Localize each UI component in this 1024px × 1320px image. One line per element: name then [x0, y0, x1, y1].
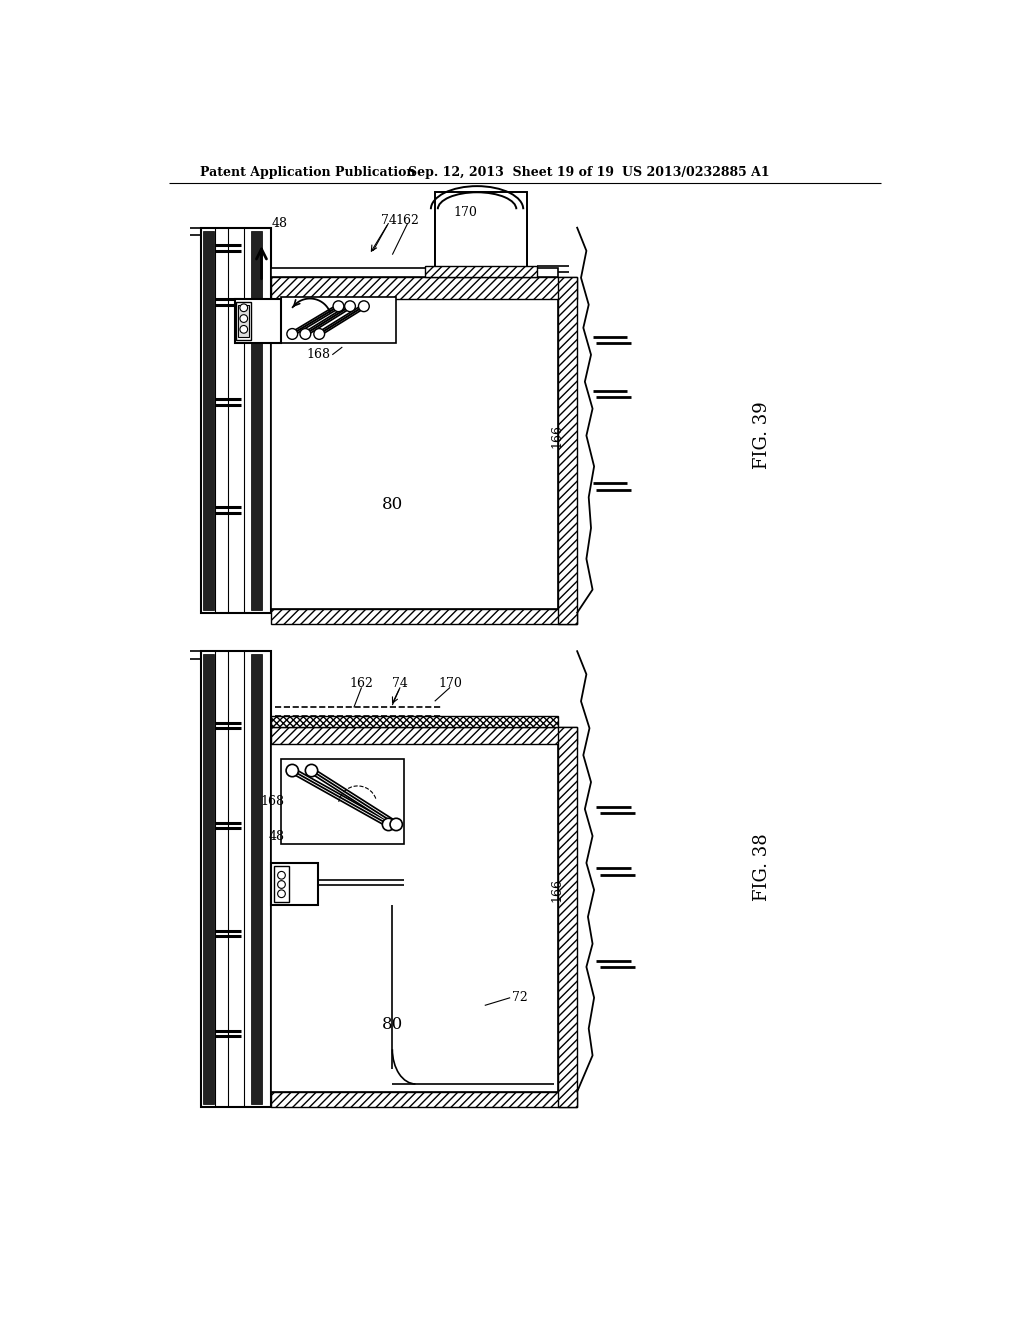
- Text: 166: 166: [550, 878, 563, 902]
- Text: Patent Application Publication: Patent Application Publication: [200, 166, 416, 178]
- Text: 74: 74: [392, 677, 408, 690]
- Bar: [281, 297, 396, 343]
- Bar: [558, 726, 578, 1107]
- Text: 80: 80: [382, 1016, 403, 1034]
- Circle shape: [300, 329, 310, 339]
- Text: 168: 168: [260, 795, 285, 808]
- Bar: [203, 655, 214, 1104]
- Bar: [252, 655, 262, 1104]
- Circle shape: [278, 871, 286, 879]
- Text: 48: 48: [268, 829, 285, 842]
- Text: 170: 170: [438, 677, 462, 690]
- Text: 80: 80: [382, 496, 403, 513]
- Circle shape: [313, 329, 325, 339]
- Text: 72: 72: [512, 991, 527, 1005]
- Bar: [271, 268, 558, 277]
- Circle shape: [390, 818, 402, 830]
- Bar: [435, 193, 527, 268]
- Bar: [271, 1092, 578, 1107]
- Text: US 2013/0232885 A1: US 2013/0232885 A1: [622, 166, 769, 178]
- Circle shape: [305, 764, 317, 776]
- Bar: [237, 302, 252, 341]
- Text: Sep. 12, 2013  Sheet 19 of 19: Sep. 12, 2013 Sheet 19 of 19: [408, 166, 613, 178]
- Bar: [271, 743, 558, 1092]
- Bar: [234, 298, 281, 343]
- Text: 48: 48: [271, 218, 288, 231]
- Bar: [425, 267, 538, 277]
- Bar: [271, 298, 558, 609]
- Circle shape: [286, 764, 298, 776]
- Text: 170: 170: [454, 206, 477, 219]
- Bar: [252, 231, 262, 610]
- Circle shape: [358, 301, 370, 312]
- Bar: [271, 277, 578, 298]
- Circle shape: [240, 326, 248, 333]
- Text: FIG. 39: FIG. 39: [753, 401, 771, 470]
- Circle shape: [278, 880, 286, 888]
- Bar: [271, 715, 558, 726]
- Bar: [271, 863, 317, 906]
- Circle shape: [345, 301, 355, 312]
- Bar: [271, 609, 578, 624]
- Text: 166: 166: [550, 424, 563, 447]
- Text: 168: 168: [307, 348, 331, 362]
- Bar: [558, 277, 578, 624]
- Bar: [203, 231, 214, 610]
- Bar: [281, 759, 403, 843]
- Bar: [271, 726, 578, 743]
- Bar: [202, 651, 271, 1107]
- Bar: [239, 305, 249, 337]
- Text: 74: 74: [381, 214, 396, 227]
- Circle shape: [382, 818, 394, 830]
- Circle shape: [240, 304, 248, 312]
- Text: 162: 162: [349, 677, 374, 690]
- Circle shape: [333, 301, 344, 312]
- Bar: [273, 866, 289, 903]
- Bar: [202, 227, 271, 612]
- Circle shape: [278, 890, 286, 898]
- Circle shape: [240, 314, 248, 322]
- Text: FIG. 38: FIG. 38: [753, 833, 771, 900]
- Circle shape: [287, 329, 298, 339]
- Text: 162: 162: [396, 214, 420, 227]
